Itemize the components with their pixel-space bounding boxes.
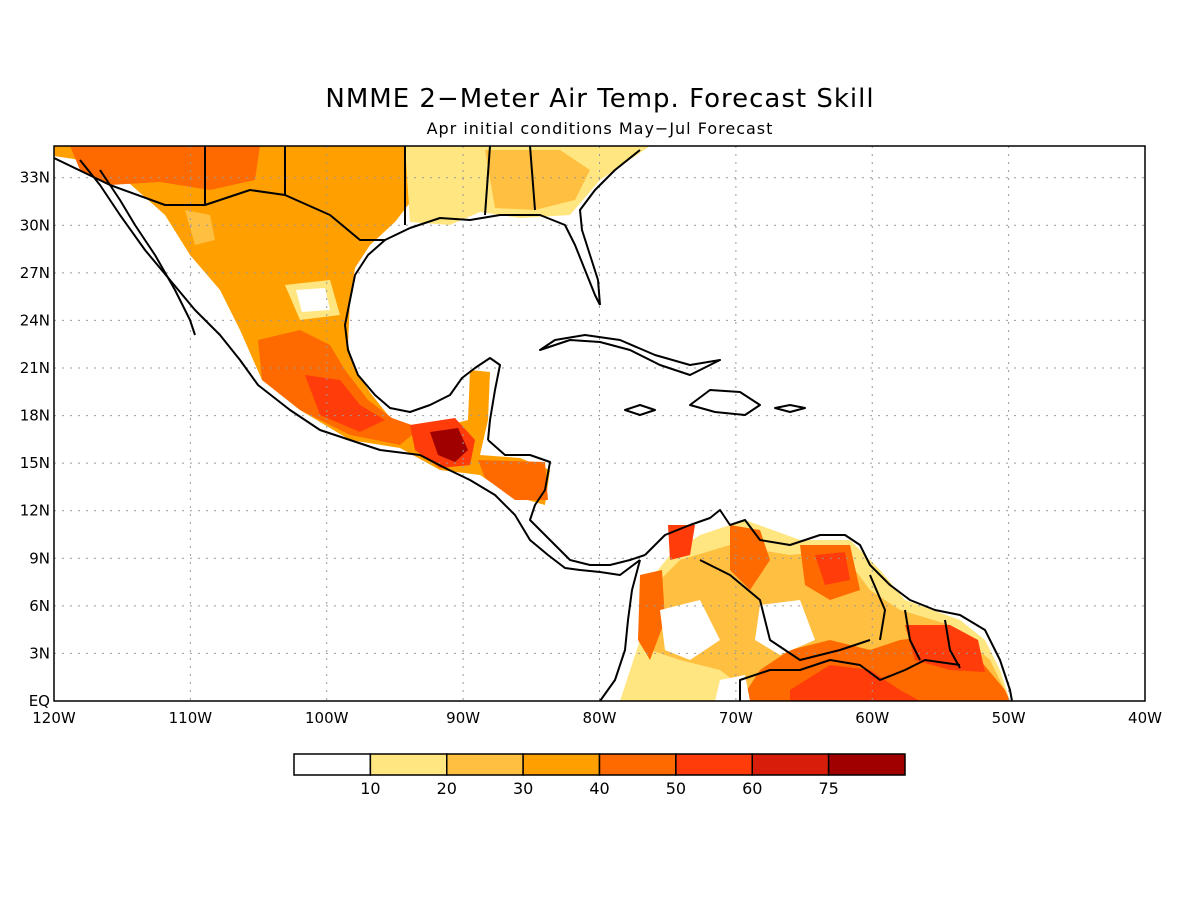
y-tick-label: 3N — [29, 644, 50, 662]
coastline-cuba — [539, 334, 721, 376]
gridlines — [54, 146, 1145, 701]
map-title: NMME 2−Meter Air Temp. Forecast Skill — [325, 84, 875, 114]
y-tick-label: 30N — [20, 216, 50, 234]
y-tick-label: 6N — [29, 597, 50, 615]
skill-region-guatemala-75 — [430, 428, 468, 462]
plot-frame — [53, 145, 1146, 702]
coastline-central-america-caribbean — [487, 439, 646, 566]
map-subtitle: Apr initial conditions May−Jul Forecast — [426, 119, 774, 138]
coastline-baja — [99, 169, 196, 336]
skill-shading — [54, 146, 1010, 701]
skill-region-colombia-50 — [668, 525, 695, 560]
colorbar-label: 20 — [437, 779, 457, 798]
y-tick-label: 33N — [20, 169, 50, 187]
skill-region-sa-none-1 — [660, 600, 720, 660]
coastline-puerto-rico — [774, 404, 806, 413]
y-tick-label: 21N — [20, 359, 50, 377]
y-tick-label: 12N — [20, 502, 50, 520]
colorbar-swatch — [522, 753, 601, 776]
x-tick-label: 120W — [32, 709, 76, 727]
colorbar-swatch — [751, 753, 830, 776]
colorbar-swatch — [369, 753, 448, 776]
colorbar-swatch — [446, 753, 524, 776]
skill-region-mexico-30 — [54, 146, 550, 505]
x-tick-label: 60W — [855, 709, 889, 727]
colorbar-label: 40 — [589, 779, 609, 798]
colorbar-labels: 10 20 30 40 50 60 75 — [360, 779, 839, 798]
coastline-us-gulf — [409, 214, 601, 306]
coastline-florida-east — [579, 149, 641, 306]
colorbar-label: 60 — [742, 779, 762, 798]
coastlines — [54, 146, 1013, 701]
skill-region-baja-low — [185, 210, 215, 245]
y-tick-label: 9N — [29, 549, 50, 567]
y-tick-label: 24N — [20, 311, 50, 329]
x-tick-label: 40W — [1128, 709, 1162, 727]
y-tick-label: 18N — [20, 407, 50, 425]
x-axis-ticks: 120W 110W 100W 90W 80W 70W 60W 50W 40W — [32, 709, 1162, 727]
border-brazil — [739, 659, 961, 701]
skill-region-venezuela-40 — [730, 525, 770, 590]
colorbar-swatch — [293, 753, 372, 776]
skill-region-sa-none-2 — [755, 600, 815, 655]
coastline-south-america-north — [644, 509, 1013, 701]
border-states — [204, 146, 536, 225]
y-axis-ticks: EQ 3N 6N 9N 12N 15N 18N 21N 24N 27N 30N 33N — [20, 169, 50, 710]
x-tick-label: 110W — [169, 709, 213, 727]
skill-region-honduras-40 — [478, 460, 548, 500]
coastline-south-america-west — [599, 559, 641, 701]
border-us-mexico — [54, 157, 385, 241]
border-venezuela — [699, 559, 871, 661]
colorbar-swatch — [827, 753, 906, 776]
skill-region-sa-none-3 — [715, 675, 750, 701]
coastline-jamaica — [624, 404, 656, 416]
colorbar-label: 75 — [818, 779, 838, 798]
skill-region-southeast-30 — [485, 150, 590, 210]
skill-region-amazon-50 — [790, 665, 920, 701]
skill-region-sonora-40 — [70, 146, 260, 190]
y-tick-label: 27N — [20, 264, 50, 282]
x-tick-label: 100W — [305, 709, 349, 727]
coastline-hispaniola — [689, 389, 761, 416]
colorbar-swatch — [675, 753, 753, 776]
y-tick-label: EQ — [29, 692, 50, 710]
x-tick-label: 50W — [992, 709, 1026, 727]
colorbar-label: 10 — [360, 779, 380, 798]
x-tick-label: 90W — [446, 709, 480, 727]
border-guianas — [869, 574, 961, 669]
x-tick-label: 80W — [583, 709, 617, 727]
skill-region-guiana-50 — [815, 552, 850, 585]
colorbar-swatch — [598, 753, 677, 776]
colorbar — [293, 753, 906, 776]
colorbar-label: 50 — [666, 779, 686, 798]
colorbar-label: 30 — [513, 779, 533, 798]
skill-region-colombia-40 — [638, 570, 665, 660]
skill-region-west-mexico-50 — [305, 375, 385, 432]
x-tick-label: 70W — [719, 709, 753, 727]
skill-region-dune-none — [296, 288, 330, 312]
coastline-gulf — [344, 227, 501, 441]
y-tick-label: 15N — [20, 454, 50, 472]
